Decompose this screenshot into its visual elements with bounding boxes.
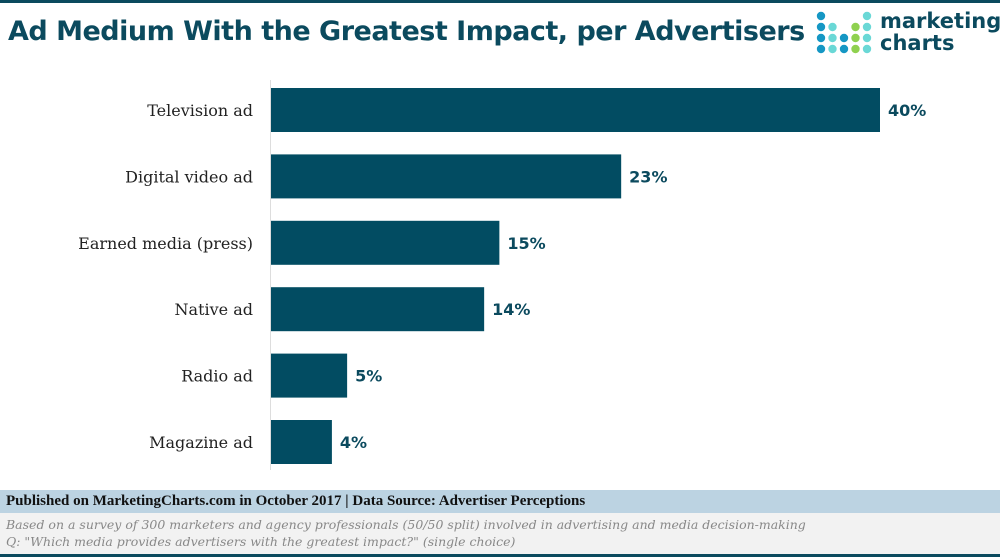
bar xyxy=(271,154,622,199)
footer-published: Published on MarketingCharts.com in Octo… xyxy=(0,490,1000,513)
logo-dot xyxy=(851,22,860,32)
data-label: 15% xyxy=(507,234,545,253)
category-label: Earned media (press) xyxy=(78,234,253,253)
category-label: Radio ad xyxy=(181,367,253,386)
logo-dot xyxy=(839,33,849,43)
bar-chart: Television ad 40% Digital video ad 23% Earne… xyxy=(78,80,926,470)
logo-dot xyxy=(828,44,837,54)
data-label: 4% xyxy=(340,433,367,452)
logo-dot xyxy=(828,22,837,32)
logo-dots-icon xyxy=(816,11,872,54)
chart-title: Ad Medium With the Greatest Impact, per … xyxy=(8,16,805,47)
logo-dot xyxy=(851,44,860,54)
category-label: Magazine ad xyxy=(149,433,253,452)
footer-note-1: Based on a survey of 300 marketers and a… xyxy=(6,517,806,532)
bar xyxy=(271,88,880,132)
logo-dot xyxy=(862,22,872,32)
footer-note-2: Q: "Which media provides advertisers wit… xyxy=(6,534,516,549)
logo-dot xyxy=(862,11,872,21)
top-border xyxy=(0,0,1000,3)
logo-line1: marketing xyxy=(880,9,1000,33)
category-label: Native ad xyxy=(175,300,253,319)
logo-dot xyxy=(862,33,872,43)
bar xyxy=(271,287,485,332)
category-label: Digital video ad xyxy=(125,167,253,186)
bar xyxy=(271,353,348,398)
bar xyxy=(271,420,332,464)
category-label: Television ad xyxy=(147,101,253,120)
logo-dot xyxy=(828,33,837,43)
logo-dot xyxy=(839,44,849,54)
bar xyxy=(271,220,500,265)
logo-line2: charts xyxy=(880,31,955,55)
logo-dot xyxy=(816,22,826,32)
bottom-border xyxy=(0,554,1000,557)
data-label: 14% xyxy=(492,300,530,319)
logo-dot xyxy=(851,33,860,43)
logo-dot xyxy=(816,33,826,43)
logo-dot xyxy=(816,44,826,54)
footer-notes: Based on a survey of 300 marketers and a… xyxy=(0,513,1000,554)
data-label: 23% xyxy=(629,167,667,186)
logo-dot xyxy=(862,44,872,54)
data-label: 40% xyxy=(888,101,926,120)
logo-dot xyxy=(816,11,826,21)
logo-text: marketing charts xyxy=(880,10,1000,54)
data-label: 5% xyxy=(355,367,382,386)
